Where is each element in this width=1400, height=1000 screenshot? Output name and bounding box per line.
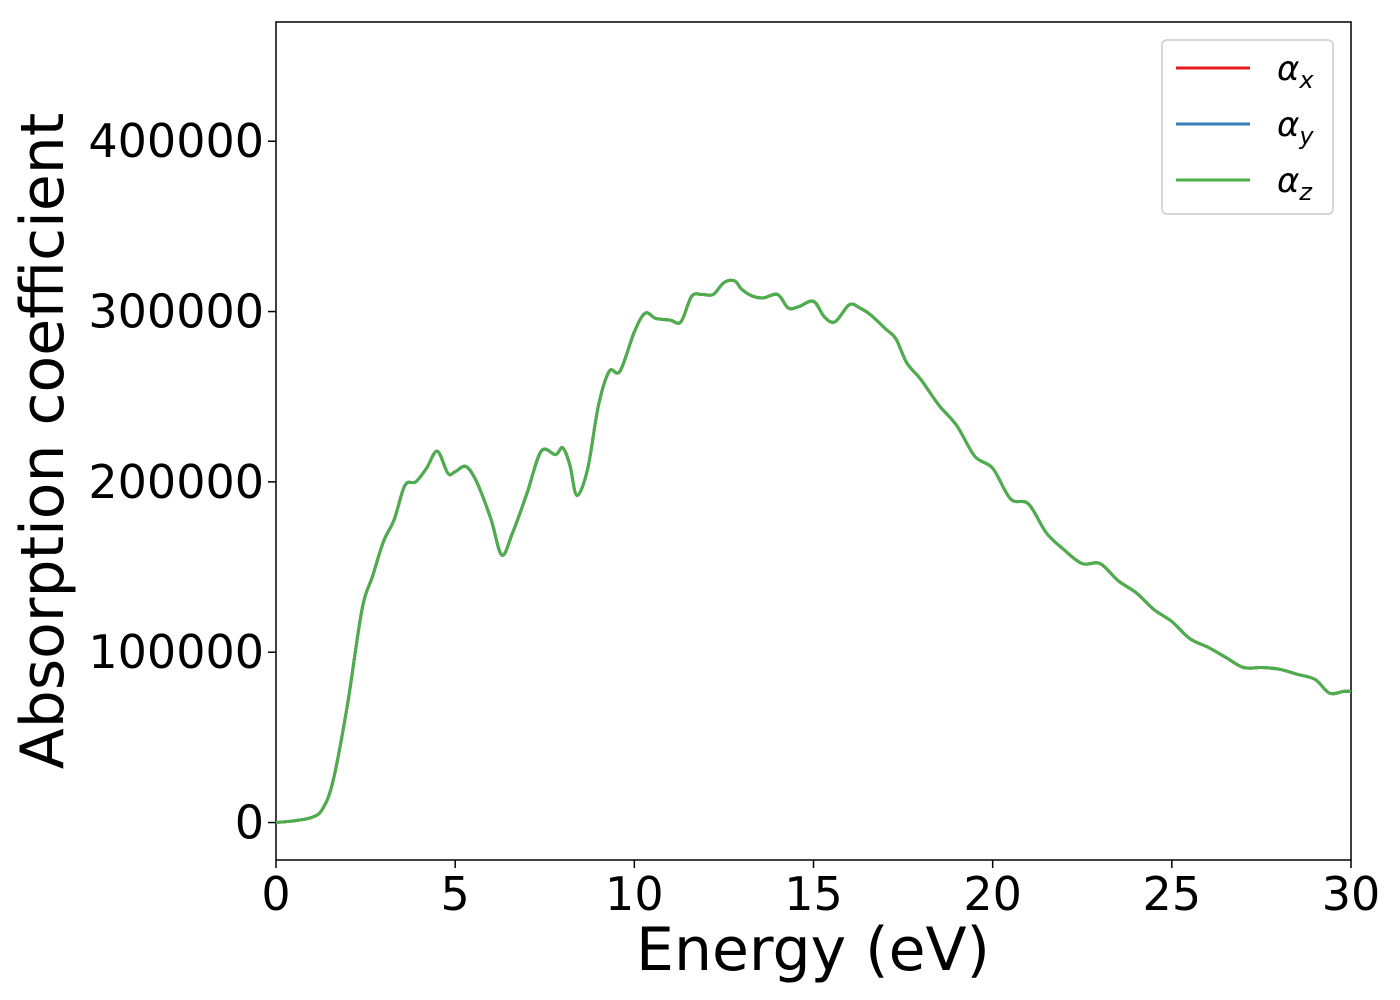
- x-axis-ticks: 0 5 10 15 20 25 30: [261, 860, 1380, 921]
- x-tick-label: 15: [784, 867, 843, 921]
- series-line-x: [275, 278, 1352, 824]
- series-line-z: [275, 278, 1352, 824]
- x-tick-label: 25: [1143, 867, 1202, 921]
- x-tick-label: 10: [605, 867, 664, 921]
- x-tick-label: 30: [1322, 867, 1381, 921]
- y-tick-label: 0: [235, 796, 264, 850]
- y-axis-ticks: 0 100000 200000 300000 400000: [88, 114, 276, 850]
- y-axis-title: Absorption coefficient: [8, 113, 78, 770]
- x-tick-label: 20: [963, 867, 1022, 921]
- y-tick-label: 100000: [88, 625, 264, 679]
- x-axis-title: Energy (eV): [636, 915, 990, 985]
- y-tick-label: 200000: [88, 455, 264, 509]
- y-tick-label: 400000: [88, 114, 264, 168]
- legend-box: [1161, 39, 1334, 215]
- x-tick-label: 0: [261, 867, 290, 921]
- x-tick-label: 5: [441, 867, 470, 921]
- series-line-y: [275, 278, 1352, 824]
- series-layer: [275, 278, 1352, 824]
- y-tick-label: 300000: [88, 285, 264, 339]
